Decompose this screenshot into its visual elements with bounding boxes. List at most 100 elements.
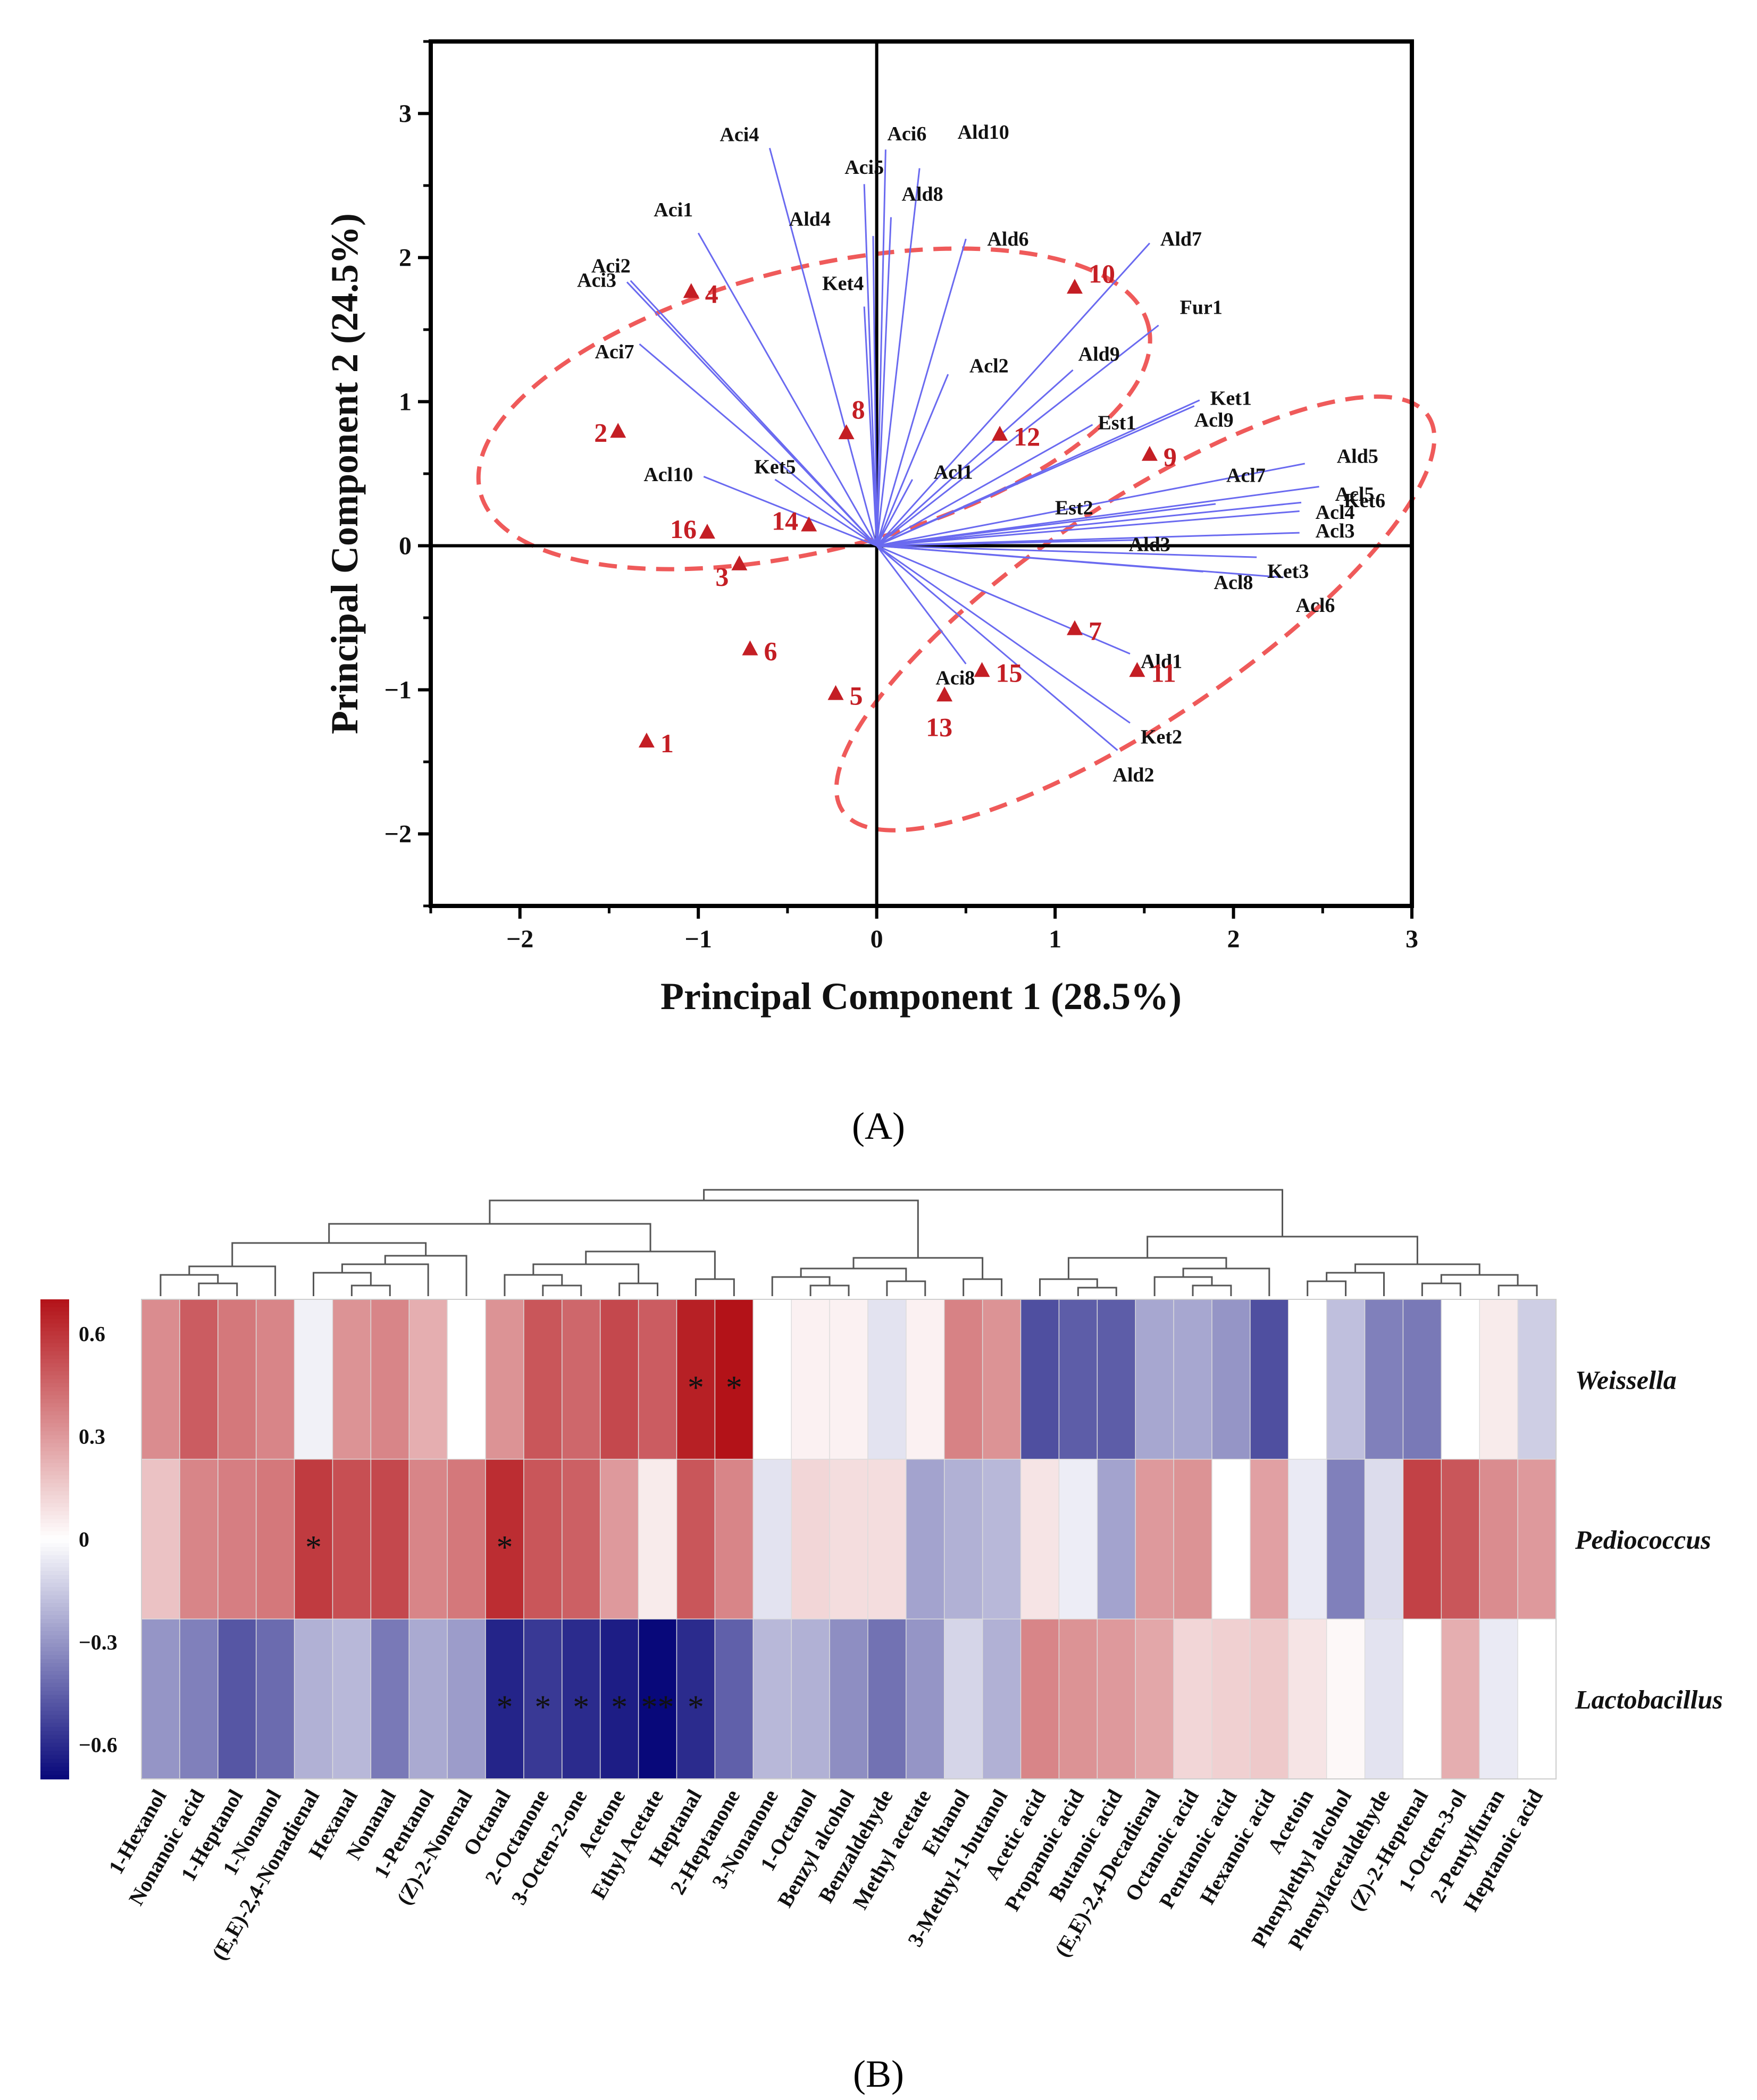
- loading-label-acl1: Acl1: [934, 461, 973, 484]
- heatmap-cell-weissella-nonanal: [370, 1299, 410, 1460]
- loading-label-acl7: Acl7: [1226, 465, 1266, 487]
- colorbar-segment: [40, 1467, 69, 1472]
- loading-vector-ket3: [876, 545, 1257, 558]
- heatmap-cell-weissella-hexanal: [332, 1299, 372, 1460]
- x-tick-label: 0: [871, 925, 883, 953]
- heatmap-cell-lactobacillus-hexanoic-acid: [1250, 1618, 1290, 1780]
- colorbar-segment: [40, 1667, 69, 1672]
- loading-vector-aci7: [639, 343, 877, 547]
- score-marker-11: [1129, 662, 1145, 677]
- heatmap-cell-weissella-butanoic-acid: [1097, 1299, 1136, 1460]
- loading-vector-ald9: [876, 369, 1074, 547]
- colorbar-segment: [40, 1683, 69, 1688]
- heatmap-cell-weissella-z-2-nonenal: [447, 1299, 487, 1460]
- colorbar-segment: [40, 1635, 69, 1640]
- heatmap-cell-weissella-2-octanone: [523, 1299, 563, 1460]
- colorbar-segment: [40, 1679, 69, 1684]
- heatmap-cell-lactobacillus-pentanoic-acid: [1211, 1618, 1251, 1780]
- colorbar-segment: [40, 1319, 69, 1324]
- colorbar-segment: [40, 1387, 69, 1392]
- colorbar-segment: [40, 1611, 69, 1616]
- heatmap-cell-weissella-acetoin: [1288, 1299, 1327, 1460]
- significance-mark: *: [534, 1690, 551, 1726]
- score-marker-10: [1066, 279, 1083, 294]
- heatmap-cell-weissella-3-nonanone: [752, 1299, 792, 1460]
- score-label-7: 7: [1089, 616, 1102, 646]
- colorbar-segment: [40, 1359, 69, 1364]
- heatmap-cell-pediococcus-octanoic-acid: [1173, 1458, 1213, 1620]
- colorbar-segment: [40, 1335, 69, 1340]
- heatmap-cell-weissella-1-hexanol: [141, 1299, 181, 1460]
- loading-vector-ket5: [774, 478, 877, 547]
- y-tick-label: 1: [399, 388, 412, 416]
- colorbar-segment: [40, 1591, 69, 1596]
- heatmap-cell-weissella-3-octen-2-one: [562, 1299, 601, 1460]
- colorbar-segment: [40, 1619, 69, 1624]
- colorbar-segment: [40, 1347, 69, 1352]
- colorbar-segment: [40, 1455, 69, 1460]
- colorbar-segment: [40, 1399, 69, 1404]
- colorbar-segment: [40, 1691, 69, 1696]
- heatmap-cell-weissella-2-pentylfuran: [1479, 1299, 1519, 1460]
- heatmap-cell-weissella-benzyl-alcohol: [829, 1299, 869, 1460]
- heatmap-cell-lactobacillus-ethyl-acetate: [638, 1618, 677, 1780]
- loading-vector-ket2: [876, 545, 1131, 724]
- heatmap-cell-weissella-1-octen-3-ol: [1441, 1299, 1480, 1460]
- colorbar-segment: [40, 1579, 69, 1584]
- pca-group-ellipses: [476, 246, 1437, 833]
- colorbar-segment: [40, 1367, 69, 1372]
- score-marker-12: [992, 425, 1008, 441]
- heatmap-cell-pediococcus-benzyl-alcohol: [829, 1458, 869, 1620]
- colorbar-segment: [40, 1715, 69, 1720]
- loading-vector-ald8: [876, 217, 892, 546]
- pca-zero-lines: [431, 41, 1412, 906]
- loading-vector-ald5: [876, 463, 1306, 547]
- score-label-11: 11: [1151, 658, 1176, 687]
- colorbar-segment: [40, 1727, 69, 1732]
- score-marker-7: [1066, 620, 1083, 635]
- heatmap-cell-pediococcus-e-e-2-4-nonadienal: [294, 1458, 333, 1620]
- score-label-3: 3: [715, 562, 729, 592]
- heatmap-cell-pediococcus-nonanoic-acid: [179, 1458, 219, 1620]
- colorbar-segment: [40, 1443, 69, 1448]
- heatmap-cell-pediococcus-3-methyl-1-butanol: [982, 1458, 1022, 1620]
- loading-label-aci1: Aci1: [654, 199, 693, 221]
- heatmap-cell-pediococcus-1-heptanol: [217, 1458, 257, 1620]
- pca-y-axis: 3 2 1 0 −1 −2: [384, 40, 431, 908]
- score-marker-15: [974, 662, 990, 677]
- loading-label-ald8: Ald8: [901, 183, 943, 205]
- heatmap-cell-pediococcus-methyl-acetate: [906, 1458, 945, 1620]
- heatmap-cell-lactobacillus-2-pentylfuran: [1479, 1618, 1519, 1780]
- loading-vector-acl3: [876, 532, 1300, 547]
- colorbar-segment: [40, 1415, 69, 1420]
- loading-label-aci2: Aci2: [591, 255, 631, 278]
- colorbar-segment: [40, 1743, 69, 1748]
- heatmap-cell-lactobacillus-heptanal: [676, 1618, 716, 1780]
- colorbar-segment: [40, 1391, 69, 1396]
- loading-vector-fur1: [876, 324, 1159, 547]
- heatmap-cell-lactobacillus-hexanal: [332, 1618, 372, 1780]
- heatmap-cell-weissella-ethyl-acetate: [638, 1299, 677, 1460]
- y-tick-label: −1: [384, 676, 412, 704]
- score-marker-5: [827, 685, 844, 700]
- loading-label-aci3: Aci3: [577, 269, 616, 291]
- loading-label-aci4: Aci4: [719, 123, 759, 146]
- heatmap-cell-pediococcus-1-hexanol: [141, 1458, 181, 1620]
- colorbar-segment: [40, 1535, 69, 1540]
- loading-vector-ket6: [876, 501, 1302, 547]
- heatmap-cell-lactobacillus-1-octanol: [791, 1618, 831, 1780]
- heatmap-cell-pediococcus-z-2-heptenal: [1402, 1458, 1442, 1620]
- heatmap-cell-pediococcus-pentanoic-acid: [1211, 1458, 1251, 1620]
- loading-vector-ald1: [876, 545, 1131, 655]
- colorbar-segment: [40, 1738, 69, 1744]
- colorbar-segment: [40, 1427, 69, 1432]
- heatmap-cell-pediococcus-3-nonanone: [752, 1458, 792, 1620]
- loading-label-ket5: Ket5: [754, 456, 796, 478]
- colorbar-segment: [40, 1723, 69, 1728]
- heatmap-cell-weissella-nonanoic-acid: [179, 1299, 219, 1460]
- score-marker-2: [610, 423, 626, 438]
- heatmap-cell-pediococcus-butanoic-acid: [1097, 1458, 1136, 1620]
- heatmap-cell-lactobacillus-1-nonanol: [255, 1618, 295, 1780]
